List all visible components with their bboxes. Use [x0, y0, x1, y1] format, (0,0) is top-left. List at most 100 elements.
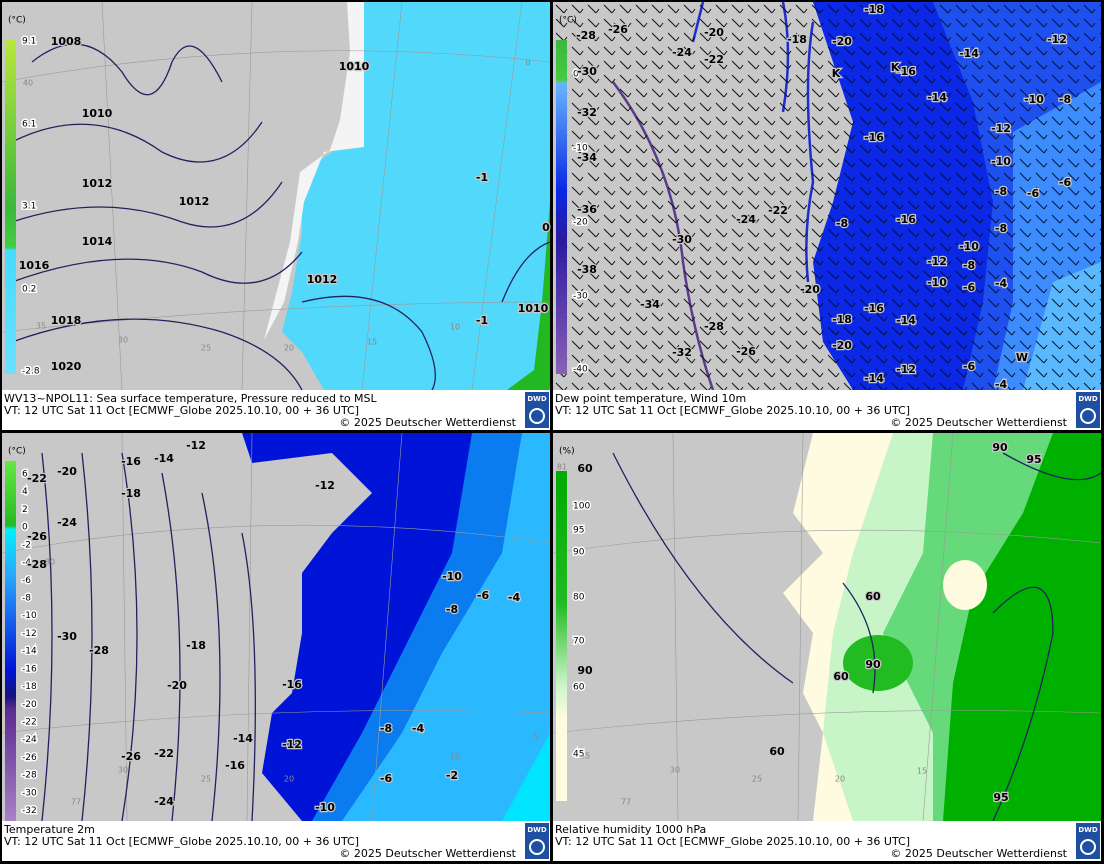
contour-label: 1012	[179, 195, 210, 208]
legend-label: 80	[573, 593, 585, 603]
contour-label: -8	[380, 722, 392, 735]
contour-label: -12	[1047, 33, 1067, 46]
copyright: © 2025 Deutscher Wetterdienst	[890, 416, 1067, 429]
graticule-label: 35	[580, 752, 590, 761]
contour-label: -18	[121, 487, 141, 500]
map	[553, 433, 1101, 821]
contour-label: -8	[963, 259, 975, 272]
contour-label: -28	[27, 558, 47, 571]
contour-label: -26	[736, 345, 756, 358]
valid-time: VT: 12 UTC Sat 11 Oct [ECMWF_Globe 2025.…	[4, 835, 359, 848]
graticule-label: 20	[835, 775, 845, 784]
contour-label: -6	[380, 772, 393, 785]
contour-label: -8	[446, 603, 458, 616]
graticule-label: 25	[752, 775, 762, 784]
legend-label: 95	[573, 526, 584, 536]
contour-label: -10	[927, 276, 947, 289]
legend-label: 0.2	[22, 285, 36, 295]
colorbar	[556, 471, 567, 801]
legend-unit: (°C)	[8, 16, 26, 26]
contour-label: -16	[121, 455, 141, 468]
contour-label: -16	[225, 759, 245, 772]
contour-label: -18	[864, 3, 884, 16]
legend-label: -2.8	[22, 367, 40, 377]
contour-label: -36	[577, 203, 597, 216]
graticule-label: 15	[367, 338, 377, 347]
caption-box	[553, 390, 1101, 430]
contour-label: -20	[832, 35, 852, 48]
contour-label: -34	[640, 298, 660, 311]
graticule-label: 40	[23, 79, 33, 88]
legend-label: 70	[573, 637, 585, 647]
graticule-label: 20	[284, 344, 294, 353]
graticule-label: 15	[917, 767, 927, 776]
valid-time: VT: 12 UTC Sat 11 Oct [ECMWF_Globe 2025.…	[555, 835, 910, 848]
contour-label: -16	[864, 131, 884, 144]
contour-label: K	[832, 67, 841, 80]
legend-unit: (%)	[559, 447, 575, 457]
caption: Temperature 2m	[3, 823, 95, 836]
graticule-label: 5	[533, 733, 538, 742]
copyright: © 2025 Deutscher Wetterdienst	[339, 416, 516, 429]
contour-label: -20	[704, 26, 724, 39]
graticule-label: 81	[557, 463, 567, 472]
legend-label: -28	[22, 771, 37, 781]
contour-label: -20	[57, 465, 77, 478]
contour-label: -16	[896, 213, 916, 226]
graticule-label: 30	[118, 336, 128, 345]
graticule-label: 25	[201, 775, 211, 784]
legend-label: -26	[22, 753, 37, 763]
legend-label: 90	[573, 548, 585, 558]
legend-label: -10	[573, 144, 588, 154]
graticule-label: 30	[118, 766, 128, 775]
caption: WV13~NPOL11: Sea surface temperature, Pr…	[4, 392, 378, 405]
legend-label: -30	[573, 292, 588, 302]
logo-swirl	[529, 408, 545, 424]
map	[2, 2, 550, 390]
contour-label: -12	[315, 479, 335, 492]
legend-label: 60	[573, 683, 585, 693]
contour-label: -4	[995, 277, 1008, 290]
contour-label: -18	[186, 639, 206, 652]
contour-label: -10	[442, 570, 462, 583]
caption-box	[553, 821, 1101, 861]
legend-unit: (°C)	[8, 447, 26, 457]
contour-label: -4	[995, 378, 1008, 391]
legend-label: -32	[22, 806, 37, 816]
legend-label: -12	[22, 629, 37, 639]
contour-label: -26	[27, 530, 47, 543]
contour-label: -8	[995, 222, 1007, 235]
caption: Dew point temperature, Wind 10m	[555, 392, 746, 405]
logo: DWD	[1078, 826, 1098, 834]
legend-label: -40	[573, 365, 588, 375]
graticule-label: 25	[201, 344, 211, 353]
graticule-label: 20	[284, 775, 294, 784]
legend-label: 100	[573, 502, 590, 512]
logo-swirl	[529, 839, 545, 855]
valid-time: VT: 12 UTC Sat 11 Oct [ECMWF_Globe 2025.…	[4, 404, 359, 417]
colorbar	[5, 40, 16, 374]
contour-label: -10	[991, 155, 1011, 168]
contour-label: -8	[995, 185, 1007, 198]
legend-label: -8	[22, 594, 31, 604]
panel-rh	[553, 433, 1101, 821]
contour-label: 60	[833, 670, 849, 683]
contour-label: 1012	[82, 177, 113, 190]
graticule-label: 10	[450, 323, 460, 332]
contour-label: 90	[992, 441, 1008, 454]
contour-label: -32	[577, 106, 597, 119]
legend-label: -10	[22, 611, 37, 621]
contour-label: -22	[27, 472, 47, 485]
map	[553, 2, 1101, 390]
logo-swirl	[1080, 839, 1096, 855]
contour-label: 1014	[82, 235, 113, 248]
contour-label: -18	[787, 33, 807, 46]
panel-dewpoint	[553, 2, 1101, 390]
contour-label: -16	[864, 302, 884, 315]
contour-label: 90	[865, 658, 881, 671]
contour-label: -14	[896, 314, 916, 327]
contour-label: 60	[769, 745, 785, 758]
contour-label: -8	[836, 217, 848, 230]
legend-label: 0	[573, 70, 579, 80]
graticule-label: 77	[71, 798, 81, 807]
